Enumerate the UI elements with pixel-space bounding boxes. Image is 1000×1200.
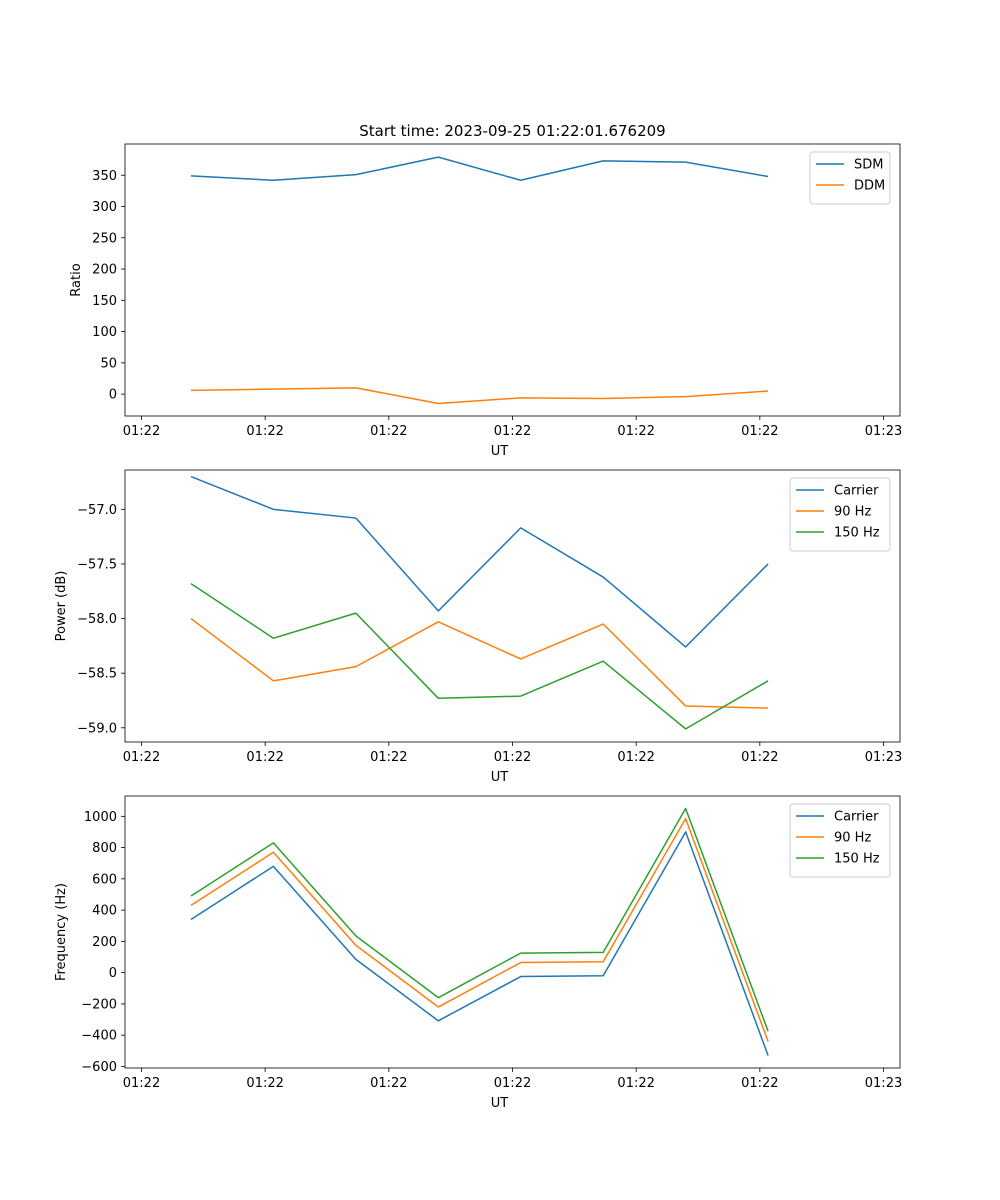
y-tick-label: 200 (92, 263, 117, 278)
y-tick-label: 800 (92, 841, 117, 856)
y-tick-label: −59.0 (77, 721, 117, 736)
axes-frame (124, 469, 901, 743)
x-tick-label: 01:22 (123, 1076, 160, 1091)
y-tick-label: 0 (109, 388, 117, 403)
legend-entry: Carrier (834, 810, 879, 825)
x-tick-label: 01:22 (123, 424, 160, 439)
legend: SDM DDM (809, 151, 891, 205)
x-tick-label: 01:22 (617, 1076, 654, 1091)
series-line-150-hz (190, 807, 769, 1032)
chart-panels: 01:22 01:22 01:22 01:22 01:22 01:22 01:23 0 50 10… (54, 143, 902, 1111)
x-tick-label: 01:22 (494, 1076, 531, 1091)
y-tick-label: −200 (81, 997, 117, 1012)
y-tick-label: 250 (92, 231, 117, 246)
legend-entry: 150 Hz (834, 852, 880, 867)
series-line-90-hz (190, 817, 769, 1042)
y-tick-label: 400 (92, 904, 117, 919)
series-line-90-hz (190, 617, 769, 709)
y-tick-label: 600 (92, 872, 117, 887)
x-axis-label: UT (491, 444, 509, 459)
series-line-150-hz (190, 582, 769, 730)
legend-box (809, 151, 891, 205)
series-line-sdm (190, 156, 769, 182)
figure-title: Start time: 2023-09-25 01:22:01.676209 (359, 122, 665, 140)
y-tick-label: −400 (81, 1029, 117, 1044)
x-tick-label: 01:22 (246, 424, 283, 439)
axes-frame (124, 795, 901, 1069)
power-chart: 01:22 01:22 01:22 01:22 01:22 01:22 01:23 −59.0… (54, 469, 902, 785)
series-line-carrier (190, 831, 769, 1056)
x-tick-label: 01:22 (741, 1076, 778, 1091)
y-tick-label: 200 (92, 935, 117, 950)
y-tick-label: −600 (81, 1060, 117, 1075)
x-axis-label: UT (491, 1096, 509, 1111)
y-axis-label: Ratio (69, 263, 84, 296)
legend-entry: 90 Hz (834, 505, 871, 520)
legend: Carrier 90 Hz 150 Hz (789, 477, 891, 552)
y-tick-label: 350 (92, 169, 117, 184)
x-tick-label: 01:22 (494, 750, 531, 765)
x-tick-label: 01:22 (494, 424, 531, 439)
x-tick-label: 01:22 (741, 424, 778, 439)
y-tick-label: −58.0 (77, 612, 117, 627)
x-tick-label: 01:23 (865, 1076, 902, 1091)
x-tick-label: 01:23 (865, 750, 902, 765)
x-tick-label: 01:22 (370, 424, 407, 439)
x-tick-label: 01:22 (123, 750, 160, 765)
x-tick-label: 01:22 (370, 1076, 407, 1091)
x-tick-label: 01:22 (246, 750, 283, 765)
x-tick-label: 01:23 (865, 424, 902, 439)
y-tick-label: 0 (109, 966, 117, 981)
y-tick-label: −57.0 (77, 503, 117, 518)
y-tick-label: 50 (100, 356, 117, 371)
legend-entry: Carrier (834, 484, 879, 499)
axes-frame (124, 143, 901, 417)
y-axis-label: Frequency (Hz) (54, 883, 69, 981)
x-tick-label: 01:22 (370, 750, 407, 765)
y-tick-label: 1000 (84, 810, 117, 825)
series-line-ddm (190, 387, 769, 405)
legend-entry: 150 Hz (834, 526, 880, 541)
ratio-chart: 01:22 01:22 01:22 01:22 01:22 01:22 01:23 0 50 10… (69, 143, 902, 459)
frequency-chart: 01:22 01:22 01:22 01:22 01:22 01:22 01:23 −600 −… (54, 795, 902, 1111)
legend-entry: SDM (854, 158, 883, 173)
series-line-carrier (190, 475, 769, 648)
y-tick-label: 300 (92, 200, 117, 215)
x-tick-label: 01:22 (617, 424, 654, 439)
x-tick-label: 01:22 (617, 750, 654, 765)
y-tick-label: −58.5 (77, 667, 117, 682)
x-axis-label: UT (491, 770, 509, 785)
legend: Carrier 90 Hz 150 Hz (789, 803, 891, 878)
x-tick-label: 01:22 (246, 1076, 283, 1091)
legend-entry: 90 Hz (834, 831, 871, 846)
legend-entry: DDM (854, 179, 885, 194)
y-tick-label: 150 (92, 294, 117, 309)
y-tick-label: −57.5 (77, 557, 117, 572)
x-tick-label: 01:22 (741, 750, 778, 765)
y-tick-label: 100 (92, 325, 117, 340)
y-axis-label: Power (dB) (54, 571, 69, 642)
